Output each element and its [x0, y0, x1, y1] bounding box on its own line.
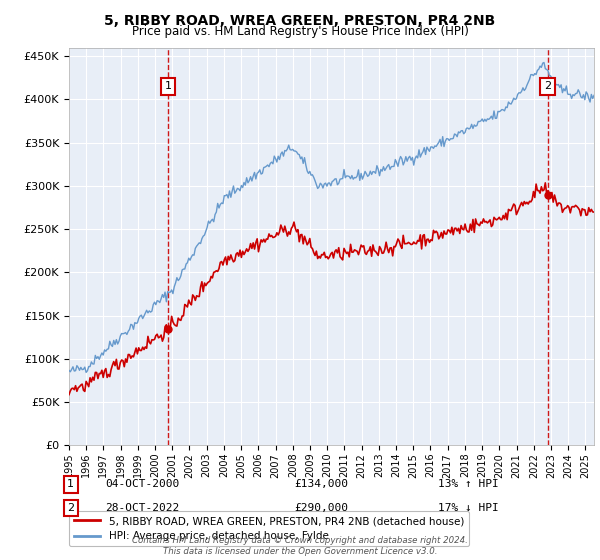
Text: 04-OCT-2000: 04-OCT-2000 [105, 479, 179, 489]
Text: £290,000: £290,000 [294, 503, 348, 513]
Text: 2: 2 [544, 82, 551, 91]
Text: Price paid vs. HM Land Registry's House Price Index (HPI): Price paid vs. HM Land Registry's House … [131, 25, 469, 38]
Text: 17% ↓ HPI: 17% ↓ HPI [438, 503, 499, 513]
Text: 13% ↑ HPI: 13% ↑ HPI [438, 479, 499, 489]
Text: £134,000: £134,000 [294, 479, 348, 489]
Text: 2: 2 [67, 503, 74, 513]
Text: 28-OCT-2022: 28-OCT-2022 [105, 503, 179, 513]
Text: Contains HM Land Registry data © Crown copyright and database right 2024.
This d: Contains HM Land Registry data © Crown c… [132, 536, 468, 556]
Text: 5, RIBBY ROAD, WREA GREEN, PRESTON, PR4 2NB: 5, RIBBY ROAD, WREA GREEN, PRESTON, PR4 … [104, 14, 496, 28]
Text: 1: 1 [164, 82, 172, 91]
Legend: 5, RIBBY ROAD, WREA GREEN, PRESTON, PR4 2NB (detached house), HPI: Average price: 5, RIBBY ROAD, WREA GREEN, PRESTON, PR4 … [69, 511, 469, 547]
Text: 1: 1 [67, 479, 74, 489]
